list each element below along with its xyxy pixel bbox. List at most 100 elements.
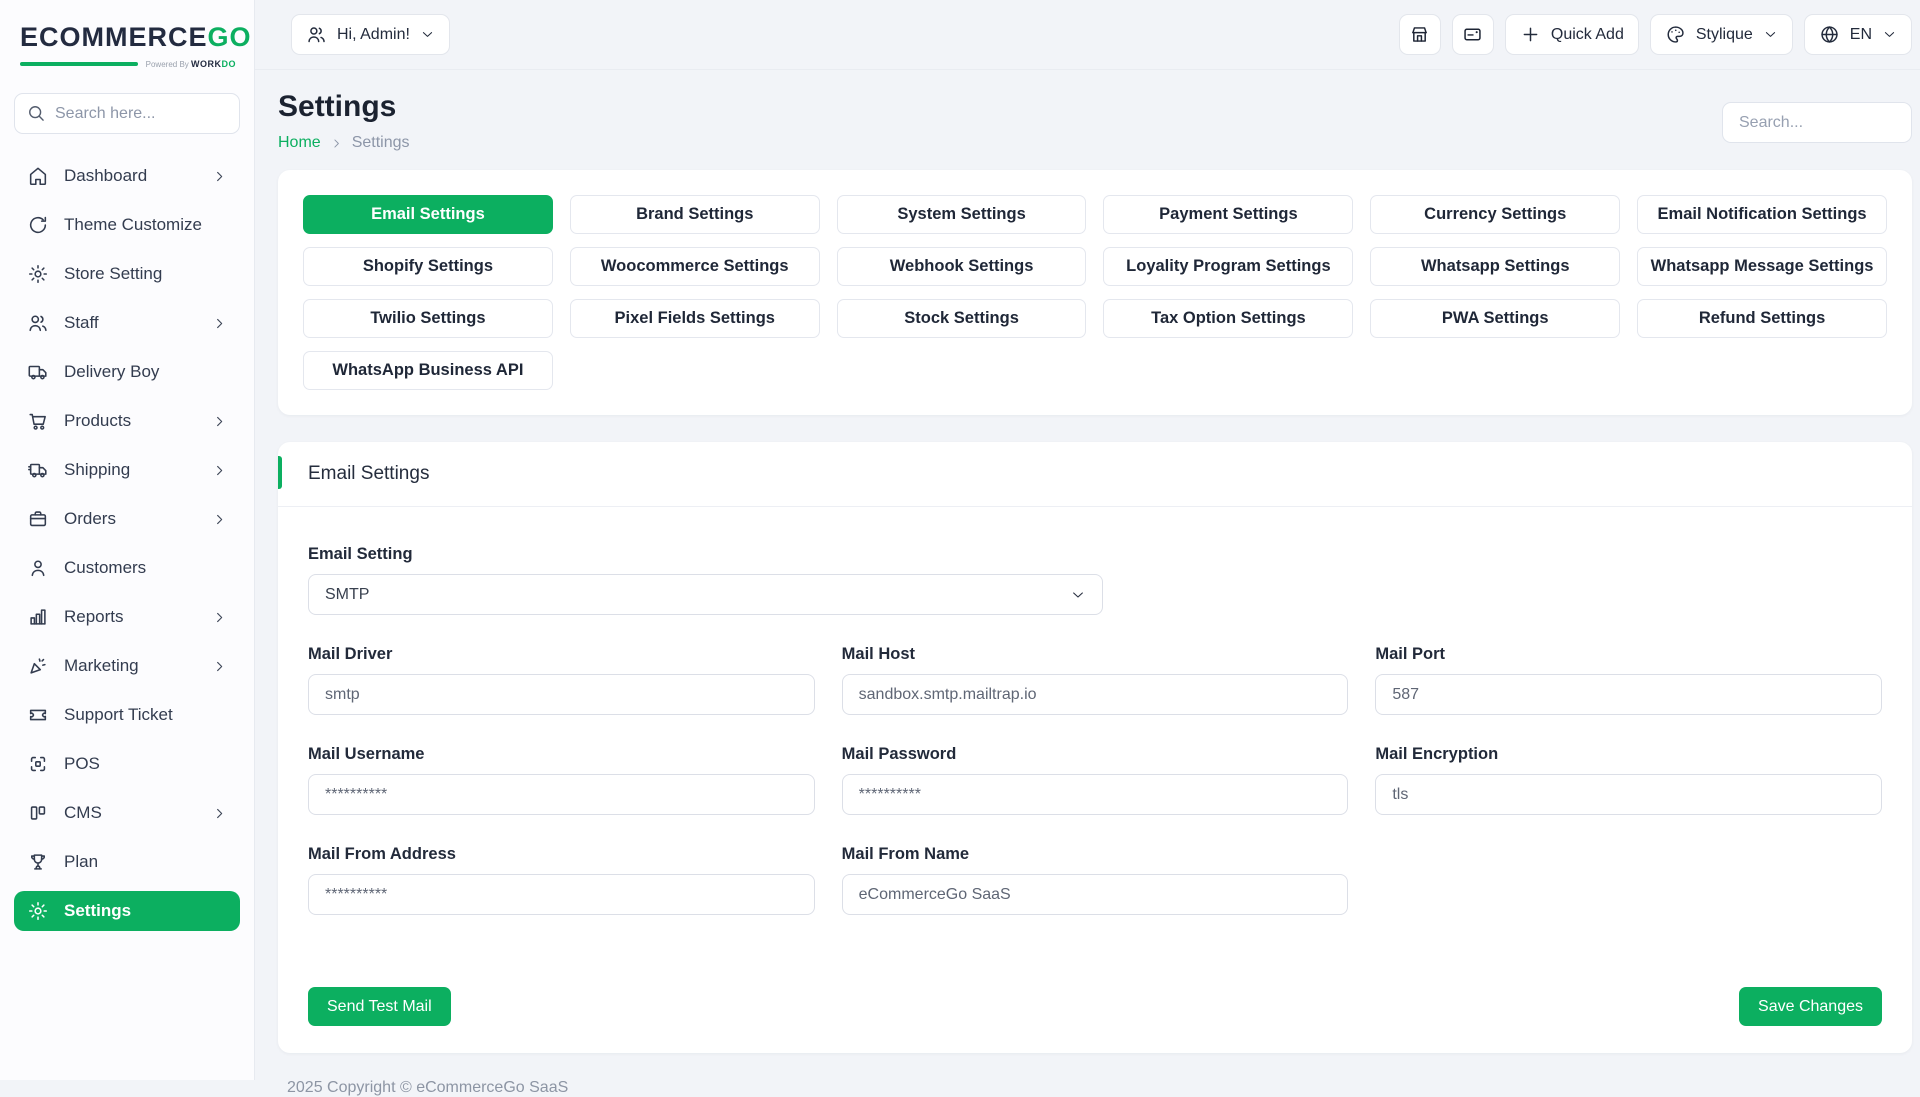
- sidebar-nav: Dashboard Theme Customize Store Setting …: [0, 152, 254, 931]
- page-search: [1722, 102, 1912, 143]
- page-title: Settings: [278, 90, 397, 123]
- chevron-right-icon: [212, 512, 227, 527]
- mail-from-address-field[interactable]: [308, 874, 815, 915]
- cms-columns-icon: [27, 802, 49, 824]
- tab-pixel-fields-settings[interactable]: Pixel Fields Settings: [569, 299, 820, 338]
- admin-menu-button[interactable]: Hi, Admin!: [291, 14, 450, 55]
- sidebar-item-store-setting[interactable]: Store Setting: [14, 254, 240, 294]
- sidebar-item-customers[interactable]: Customers: [14, 548, 240, 588]
- email-setting-select[interactable]: SMTP: [308, 574, 1103, 615]
- settings-tabs-grid: Email Settings Brand Settings System Set…: [303, 195, 1887, 390]
- mail-username-field[interactable]: [308, 774, 815, 815]
- sidebar-item-label: Reports: [64, 607, 124, 626]
- tab-currency-settings[interactable]: Currency Settings: [1370, 195, 1621, 234]
- chevron-right-icon: [212, 463, 227, 478]
- panel-header: Email Settings: [278, 442, 1912, 507]
- sidebar-item-label: Theme Customize: [64, 215, 202, 234]
- breadcrumb-home-link[interactable]: Home: [278, 134, 321, 151]
- sidebar-item-support-ticket[interactable]: Support Ticket: [14, 695, 240, 735]
- chevron-right-icon: [212, 610, 227, 625]
- mail-driver-field[interactable]: [308, 674, 815, 715]
- sidebar-item-reports[interactable]: Reports: [14, 597, 240, 637]
- brand-underline: [20, 62, 138, 66]
- store-button[interactable]: [1398, 14, 1441, 55]
- save-changes-button[interactable]: Save Changes: [1739, 987, 1882, 1026]
- tab-email-settings[interactable]: Email Settings: [303, 195, 553, 234]
- tab-stock-settings[interactable]: Stock Settings: [836, 299, 1087, 338]
- mail-icon: [1462, 24, 1483, 45]
- mail-from-name-field[interactable]: [841, 874, 1349, 915]
- tab-whatsapp-business-api[interactable]: WhatsApp Business API: [303, 351, 553, 390]
- sidebar: ECOMMERCEGO Powered By WORKDO Dashboard …: [0, 0, 255, 1080]
- gear-icon: [27, 900, 49, 922]
- users-icon: [306, 24, 327, 45]
- tab-loyality-program-settings[interactable]: Loyality Program Settings: [1103, 247, 1354, 286]
- sidebar-item-cms[interactable]: CMS: [14, 793, 240, 833]
- sidebar-item-label: Staff: [64, 313, 99, 332]
- shipping-truck-icon: [27, 459, 49, 481]
- sidebar-item-dashboard[interactable]: Dashboard: [14, 156, 240, 196]
- mail-host-field[interactable]: [841, 674, 1349, 715]
- tab-tax-option-settings[interactable]: Tax Option Settings: [1103, 299, 1354, 338]
- tab-email-notification-settings[interactable]: Email Notification Settings: [1637, 195, 1887, 234]
- tab-pwa-settings[interactable]: PWA Settings: [1370, 299, 1621, 338]
- mail-encryption-label: Mail Encryption: [1375, 745, 1499, 763]
- theme-selector-button[interactable]: Stylique: [1649, 14, 1793, 55]
- chevron-down-icon: [1882, 27, 1897, 42]
- email-setting-value: SMTP: [325, 585, 370, 603]
- mail-from-name-label: Mail From Name: [841, 845, 970, 863]
- tab-whatsapp-settings[interactable]: Whatsapp Settings: [1370, 247, 1621, 286]
- tab-brand-settings[interactable]: Brand Settings: [569, 195, 820, 234]
- sidebar-item-label: Dashboard: [64, 166, 148, 185]
- sidebar-item-label: Support Ticket: [64, 705, 173, 724]
- home-icon: [27, 165, 49, 187]
- sidebar-item-shipping[interactable]: Shipping: [14, 450, 240, 490]
- settings-tabs-card: Email Settings Brand Settings System Set…: [278, 170, 1912, 415]
- top-bar: Hi, Admin! Quick Add Stylique: [255, 0, 1920, 70]
- bar-chart-icon: [27, 606, 49, 628]
- send-test-mail-button[interactable]: Send Test Mail: [308, 987, 451, 1026]
- briefcase-icon: [27, 508, 49, 530]
- mail-port-field[interactable]: [1375, 674, 1882, 715]
- panel-body: Email Setting SMTP Mail Driver Mail Host: [278, 507, 1912, 1053]
- sidebar-item-label: POS: [64, 754, 100, 773]
- sidebar-item-staff[interactable]: Staff: [14, 303, 240, 343]
- mail-username-label: Mail Username: [308, 745, 425, 763]
- main-column: Hi, Admin! Quick Add Stylique: [255, 0, 1920, 1096]
- sidebar-item-settings[interactable]: Settings: [14, 891, 240, 931]
- users-icon: [27, 312, 49, 334]
- tab-twilio-settings[interactable]: Twilio Settings: [303, 299, 553, 338]
- mail-password-field[interactable]: [841, 774, 1349, 815]
- tab-webhook-settings[interactable]: Webhook Settings: [836, 247, 1087, 286]
- sidebar-item-orders[interactable]: Orders: [14, 499, 240, 539]
- sidebar-item-products[interactable]: Products: [14, 401, 240, 441]
- tab-payment-settings[interactable]: Payment Settings: [1103, 195, 1354, 234]
- page-search-input[interactable]: [1722, 102, 1912, 143]
- sidebar-item-delivery-boy[interactable]: Delivery Boy: [14, 352, 240, 392]
- customer-icon: [27, 557, 49, 579]
- breadcrumb-current: Settings: [351, 134, 410, 151]
- tab-woocommerce-settings[interactable]: Woocommerce Settings: [569, 247, 820, 286]
- globe-icon: [1819, 24, 1840, 45]
- quick-add-button[interactable]: Quick Add: [1504, 14, 1639, 55]
- sidebar-item-plan[interactable]: Plan: [14, 842, 240, 882]
- brand-name: ECOMMERCE: [20, 22, 208, 52]
- pos-scan-icon: [27, 753, 49, 775]
- cart-icon: [27, 410, 49, 432]
- brand-name-accent: GO: [207, 22, 252, 52]
- mail-encryption-field[interactable]: [1375, 774, 1882, 815]
- sidebar-item-label: Products: [64, 411, 132, 430]
- sidebar-item-marketing[interactable]: Marketing: [14, 646, 240, 686]
- language-selector-button[interactable]: EN: [1803, 14, 1912, 55]
- sidebar-search-input[interactable]: [14, 93, 240, 134]
- sidebar-item-theme-customize[interactable]: Theme Customize: [14, 205, 240, 245]
- messages-button[interactable]: [1451, 14, 1494, 55]
- delivery-truck-icon: [27, 361, 49, 383]
- sidebar-item-label: Plan: [64, 852, 99, 871]
- chevron-right-icon: [212, 414, 227, 429]
- tab-shopify-settings[interactable]: Shopify Settings: [303, 247, 553, 286]
- tab-system-settings[interactable]: System Settings: [836, 195, 1087, 234]
- tab-whatsapp-message-settings[interactable]: Whatsapp Message Settings: [1637, 247, 1887, 286]
- sidebar-item-pos[interactable]: POS: [14, 744, 240, 784]
- tab-refund-settings[interactable]: Refund Settings: [1637, 299, 1887, 338]
